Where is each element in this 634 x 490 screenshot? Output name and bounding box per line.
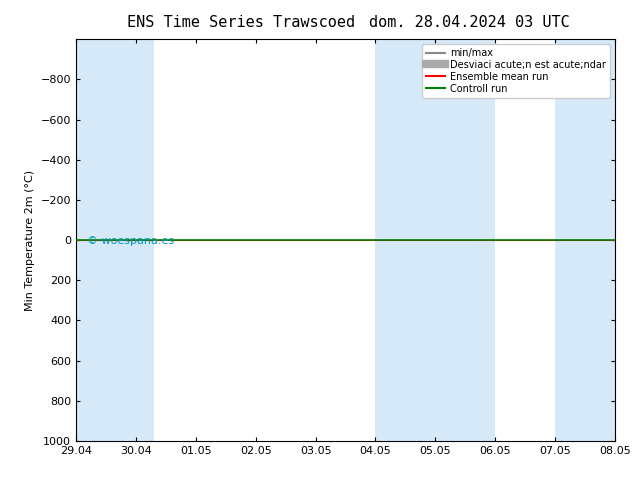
Text: © woespana.es: © woespana.es [87, 236, 174, 246]
Text: ENS Time Series Trawscoed: ENS Time Series Trawscoed [127, 15, 355, 30]
Legend: min/max, Desviaci acute;n est acute;ndar, Ensemble mean run, Controll run: min/max, Desviaci acute;n est acute;ndar… [422, 44, 610, 98]
Text: dom. 28.04.2024 03 UTC: dom. 28.04.2024 03 UTC [369, 15, 569, 30]
Bar [136, 39, 154, 441]
Bar [375, 39, 436, 441]
Bar [76, 39, 136, 441]
Y-axis label: Min Temperature 2m (°C): Min Temperature 2m (°C) [25, 170, 35, 311]
Bar [555, 39, 634, 441]
Bar [436, 39, 495, 441]
